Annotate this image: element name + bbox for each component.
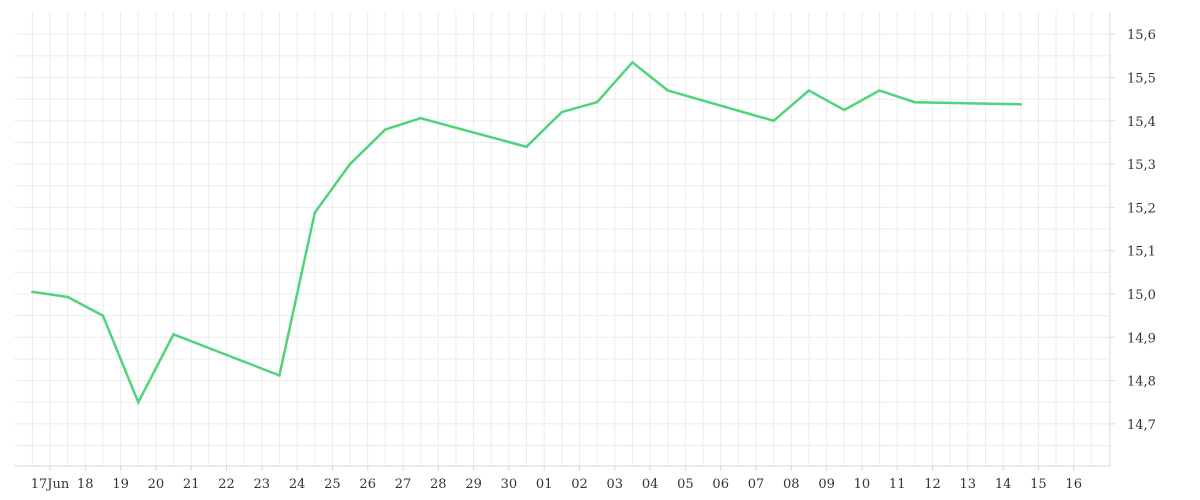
data-point	[772, 119, 775, 123]
x-tick-label: 02	[571, 477, 588, 492]
x-tick-label: 12	[924, 477, 941, 492]
x-tick-label: 11	[889, 477, 906, 492]
data-point	[843, 108, 846, 112]
data-point	[807, 89, 811, 92]
x-tick-label: 30	[501, 477, 518, 492]
data-point	[419, 117, 422, 120]
x-tick-label: 19	[112, 477, 129, 492]
y-tick-label: 15,2	[1127, 201, 1156, 216]
x-tick-label: 18	[77, 477, 94, 492]
data-point	[31, 290, 34, 294]
axes	[14, 12, 1115, 471]
data-point	[101, 314, 105, 317]
data-point	[913, 100, 917, 104]
y-tick-label: 14,8	[1127, 375, 1156, 390]
tick-labels: 17Jun 18 19 20 21 22 23 24 25 26 27 28 29 30 01 02 03 04 0…	[31, 28, 1156, 492]
data-point	[666, 89, 669, 92]
x-tick-label: 05	[677, 477, 694, 492]
grid	[14, 12, 1110, 466]
x-tick-label: 01	[536, 477, 553, 492]
x-tick-label: 21	[183, 477, 200, 492]
x-tick-label: 04	[642, 477, 659, 492]
x-tick-label: 09	[818, 477, 835, 492]
x-tick-label: 07	[748, 477, 765, 492]
x-tick-label: 15	[1030, 477, 1047, 492]
x-tick-label: 10	[854, 477, 871, 492]
series-layer	[31, 60, 1022, 406]
data-point	[525, 145, 528, 148]
data-point	[313, 211, 316, 214]
x-tick-label: 14	[995, 477, 1012, 492]
data-point	[1019, 103, 1022, 106]
x-tick-label: 27	[395, 477, 412, 492]
data-point	[560, 110, 564, 114]
y-tick-label: 15,4	[1127, 115, 1156, 130]
y-tick-label: 15,0	[1127, 288, 1156, 303]
x-tick-label: 23	[254, 477, 271, 492]
data-point	[348, 162, 352, 166]
y-tick-label: 14,7	[1127, 418, 1156, 433]
data-point	[66, 295, 69, 299]
x-tick-label: 06	[712, 477, 729, 492]
x-tick-label: 24	[289, 477, 306, 492]
y-tick-label: 15,3	[1127, 158, 1156, 173]
x-tick-label: 20	[148, 477, 165, 492]
data-point	[137, 401, 140, 404]
x-tick-label: 28	[430, 477, 447, 492]
x-tick-label: 13	[960, 477, 977, 492]
data-point	[278, 374, 281, 377]
x-tick-label: 26	[359, 477, 376, 492]
y-tick-label: 15,6	[1127, 28, 1156, 43]
x-tick-label: 25	[324, 477, 341, 492]
x-tick-label: 22	[218, 477, 235, 492]
data-point	[172, 333, 175, 336]
y-tick-label: 14,9	[1127, 331, 1156, 346]
data-point	[595, 100, 599, 104]
x-tick-label: 03	[607, 477, 624, 492]
x-tick-label: 16	[1065, 477, 1082, 492]
y-tick-label: 15,1	[1127, 245, 1156, 260]
data-point	[384, 128, 387, 131]
x-tick-label: 17Jun	[31, 477, 70, 492]
y-tick-label: 15,5	[1127, 72, 1156, 87]
x-tick-label: 08	[783, 477, 800, 492]
data-point	[631, 61, 634, 64]
data-point	[878, 89, 881, 92]
x-tick-label: 29	[465, 477, 482, 492]
